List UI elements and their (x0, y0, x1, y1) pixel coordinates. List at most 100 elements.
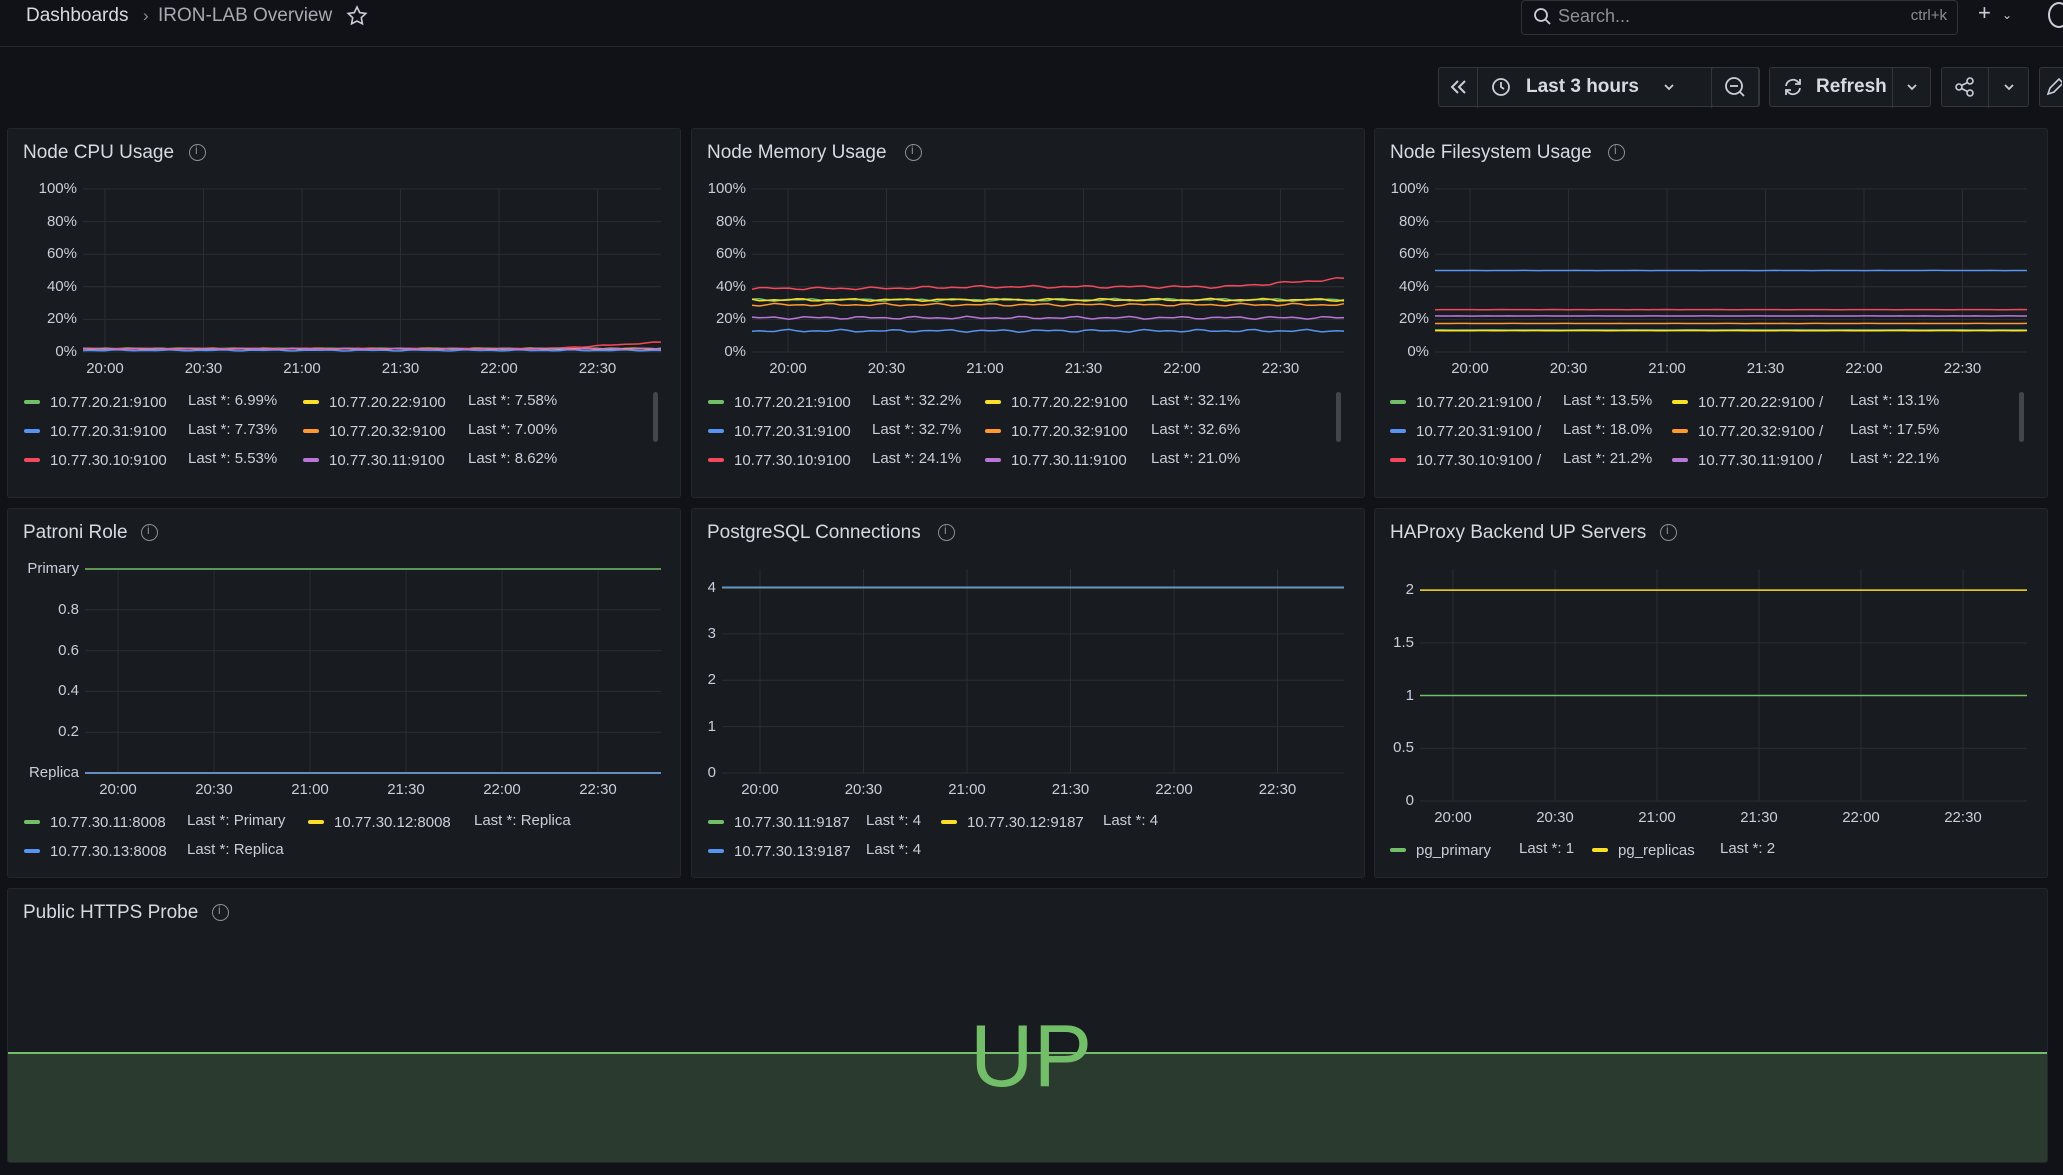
panel-title[interactable]: Node Memory Usage (707, 142, 887, 163)
legend-swatch (303, 458, 319, 462)
legend-item[interactable]: 10.77.30.11:9100 / (1672, 450, 1822, 470)
legend-item[interactable]: 10.77.20.32:9100 (303, 421, 446, 441)
chart-haproxy (1420, 569, 2027, 802)
legend-last-value: Last *: 32.6% (1151, 421, 1241, 438)
share-button[interactable] (1942, 68, 1988, 106)
refresh-button[interactable]: Refresh (1770, 68, 1892, 106)
legend-last-value: Last *: 4 (866, 812, 922, 829)
panel-title[interactable]: HAProxy Backend UP Servers (1390, 522, 1647, 543)
series-line (751, 315, 1345, 320)
legend-item[interactable]: 10.77.30.12:8008 (308, 812, 451, 832)
legend-item[interactable]: 10.77.20.32:9100 (985, 421, 1128, 441)
legend-series-name: 10.77.20.31:9100 (734, 422, 851, 440)
y-tick-label: 100% (38, 180, 77, 197)
legend-item[interactable]: 10.77.20.21:9100 (24, 392, 167, 412)
panel-title[interactable]: Node Filesystem Usage (1390, 142, 1592, 163)
chevron-down-icon (2004, 84, 2014, 91)
legend-swatch (24, 820, 40, 824)
legend-item[interactable]: 10.77.20.21:9100 / (1390, 392, 1541, 412)
sync-icon (1785, 78, 1801, 96)
legend-item[interactable]: 10.77.20.31:9100 (24, 421, 167, 441)
legend-item[interactable]: 10.77.30.11:9100 (985, 450, 1127, 470)
new-button[interactable]: + ⌄ (1970, 0, 2018, 32)
y-tick-label: 1 (1405, 686, 1414, 704)
legend-series-name: 10.77.30.12:8008 (334, 813, 451, 831)
legend-item[interactable]: 10.77.30.10:9100 (708, 450, 851, 470)
legend-swatch (708, 820, 724, 824)
chart-svg (82, 188, 662, 353)
info-icon[interactable] (212, 903, 229, 921)
info-icon[interactable] (1660, 523, 1677, 541)
search-placeholder: Search... (1558, 6, 1631, 26)
legend-item[interactable]: 10.77.20.22:9100 (303, 392, 446, 412)
stat-value: UP (970, 1006, 1093, 1105)
legend-item[interactable]: 10.77.20.31:9100 / (1390, 421, 1541, 441)
search-input[interactable]: Search... ctrl+k (1521, 0, 1958, 35)
x-tick-label: 20:30 (867, 360, 906, 377)
legend-item[interactable]: 10.77.30.11:8008 (24, 812, 166, 832)
x-tick-label: 21:00 (966, 360, 1004, 377)
chevron-down-icon (1664, 84, 1674, 91)
info-icon[interactable] (1608, 143, 1625, 161)
legend-last-value: Last *: 22.1% (1850, 450, 1940, 467)
series-line (751, 297, 1345, 302)
legend-item[interactable]: 10.77.20.31:9100 (708, 421, 851, 441)
legend-item[interactable]: 10.77.20.22:9100 / (1672, 392, 1823, 412)
legend-item[interactable]: 10.77.30.11:9187 (708, 812, 850, 832)
search-icon (1534, 8, 1551, 25)
series-line (751, 302, 1345, 307)
info-icon[interactable] (189, 143, 206, 161)
star-icon[interactable] (345, 4, 369, 28)
panel-title[interactable]: PostgreSQL Connections (707, 522, 921, 543)
legend-item[interactable]: 10.77.20.32:9100 / (1672, 421, 1823, 441)
legend-item[interactable]: 10.77.30.10:9100 (24, 450, 167, 470)
legend-swatch (708, 849, 724, 853)
x-tick-label: 21:00 (283, 360, 321, 377)
info-icon[interactable] (141, 523, 158, 541)
panel-haproxy-backend-up-servers: HAProxy Backend UP Servers (1374, 508, 2048, 878)
legend-series-name: 10.77.20.32:9100 (329, 422, 446, 440)
panel-title[interactable]: Node CPU Usage (23, 142, 175, 163)
legend-series-name: 10.77.20.32:9100 (1011, 422, 1128, 440)
panel-title[interactable]: Public HTTPS Probe (23, 902, 199, 923)
legend-item[interactable]: pg_replicas (1592, 840, 1695, 860)
legend-item[interactable]: 10.77.30.13:9187 (708, 841, 851, 861)
breadcrumb-dashboards[interactable]: Dashboards (26, 5, 129, 26)
legend-item[interactable]: 10.77.30.10:9100 / (1390, 450, 1541, 470)
time-range-button[interactable]: Last 3 hours (1478, 68, 1711, 106)
chart-svg (751, 188, 1345, 353)
legend-last-value: Last *: 2 (1720, 840, 1776, 857)
legend-last-value: Last *: 8.62% (468, 450, 558, 467)
y-tick-label: 80% (46, 212, 77, 230)
help-icon[interactable] (2048, 2, 2063, 28)
legend-scrollbar[interactable] (653, 392, 658, 442)
share-icon (1955, 77, 1974, 97)
info-icon[interactable] (938, 523, 955, 541)
info-icon[interactable] (905, 143, 922, 161)
y-tick-label: 1.5 (1393, 633, 1414, 651)
zoom-out-button[interactable] (1711, 67, 1759, 107)
legend-item[interactable]: 10.77.30.11:9100 (303, 450, 445, 470)
legend-last-value: Last *: 21.2% (1563, 450, 1653, 467)
legend-scrollbar[interactable] (2019, 392, 2024, 442)
legend-item[interactable]: 10.77.30.13:8008 (24, 841, 167, 861)
legend-item[interactable]: 10.77.30.12:9187 (941, 812, 1084, 832)
refresh-interval-button[interactable] (1893, 68, 1931, 106)
legend-scrollbar[interactable] (1336, 392, 1341, 442)
y-tick-label: 100% (707, 180, 746, 197)
x-tick-label: 20:00 (86, 360, 124, 377)
legend-last-value: Last *: 4 (866, 841, 922, 858)
legend-item[interactable]: 10.77.20.21:9100 (708, 392, 851, 412)
time-shift-back-button[interactable] (1439, 68, 1477, 106)
legend-series-name: 10.77.20.22:9100 (1011, 393, 1128, 411)
edit-button[interactable] (2039, 67, 2063, 107)
x-tick-label: 20:30 (844, 781, 883, 798)
share-options-button[interactable] (1989, 68, 2029, 106)
legend-item[interactable]: 10.77.20.22:9100 (985, 392, 1128, 412)
panel-title[interactable]: Patroni Role (23, 522, 128, 543)
legend-swatch (985, 400, 1001, 404)
legend-series-name: 10.77.30.10:9100 (50, 451, 167, 469)
legend-series-name: 10.77.30.12:9187 (967, 813, 1084, 831)
legend-item[interactable]: pg_primary (1390, 840, 1491, 860)
x-tick-label: 20:00 (769, 360, 807, 377)
